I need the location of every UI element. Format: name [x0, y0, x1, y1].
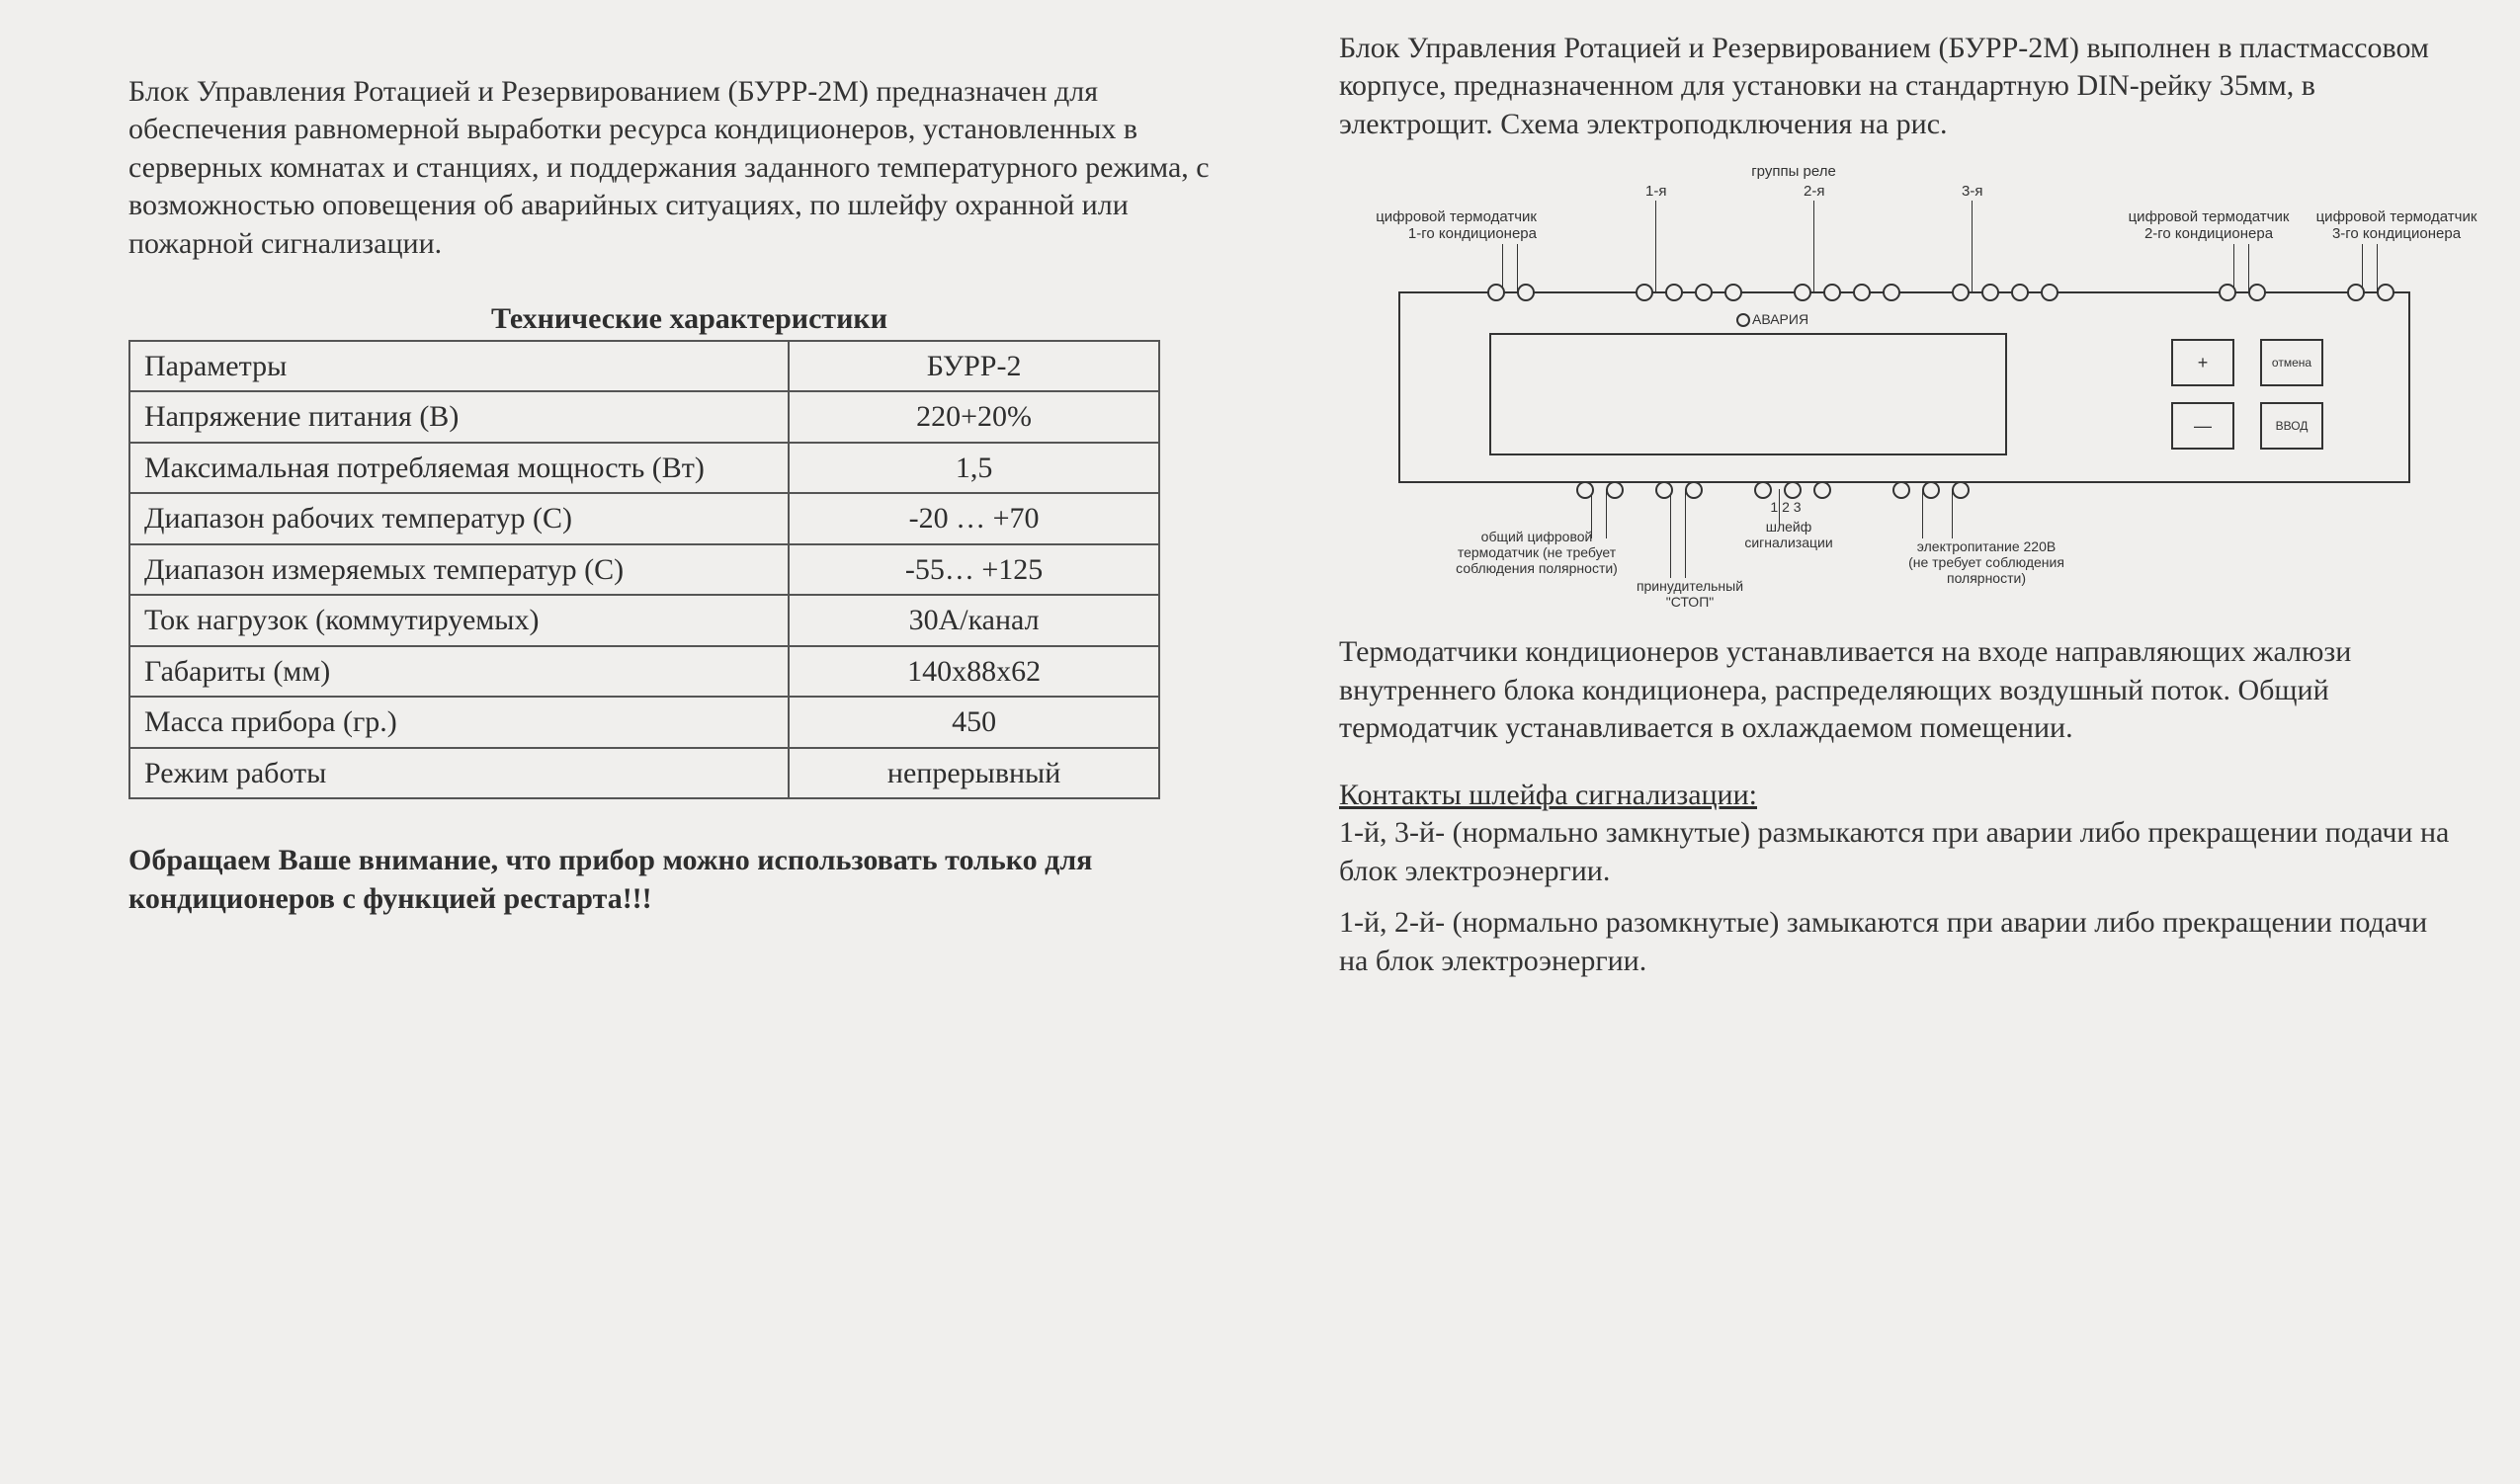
contacts-title: Контакты шлейфа сигнализации:	[1339, 779, 2461, 812]
table-row: Габариты (мм)140х88х62	[129, 646, 1159, 698]
label-force-stop: принудительный"СТОП"	[1616, 578, 1764, 610]
table-row: Максимальная потребляемая мощность (Вт)1…	[129, 443, 1159, 494]
terminal-icon	[1952, 481, 1970, 499]
device-screen	[1489, 333, 2007, 455]
spec-header-model: БУРР-2	[789, 341, 1159, 392]
spec-table: Параметры БУРР-2 Напряжение питания (В)2…	[128, 340, 1160, 800]
terminal-icon	[1754, 481, 1772, 499]
intro-paragraph-left: Блок Управления Ротацией и Резервировани…	[128, 73, 1250, 263]
terminal-icon	[1922, 481, 1940, 499]
spec-header-param: Параметры	[129, 341, 789, 392]
table-row: Режим работынепрерывный	[129, 748, 1159, 799]
terminal-icon	[1685, 481, 1703, 499]
table-row: Диапазон рабочих температур (С)-20 … +70	[129, 493, 1159, 544]
thermo-paragraph: Термодатчики кондиционеров устанавливает…	[1339, 633, 2461, 747]
table-row: Ток нагрузок (коммутируемых)30А/канал	[129, 595, 1159, 646]
label-sensor2: цифровой термодатчик2-го кондиционера	[2120, 208, 2298, 243]
contacts-line1: 1-й, 3-й- (нормально замкнутые) размыкаю…	[1339, 814, 2461, 890]
button-minus[interactable]: —	[2171, 402, 2234, 450]
table-row: Параметры БУРР-2	[129, 341, 1159, 392]
spec-table-title: Технические характеристики	[128, 302, 1250, 336]
left-column: Блок Управления Ротацией и Резервировани…	[128, 30, 1250, 1454]
label-power: электропитание 220В(не требует соблюдени…	[1873, 538, 2100, 586]
alarm-led-icon	[1736, 313, 1750, 327]
terminal-icon	[1892, 481, 1910, 499]
label-g2: 2-я	[1804, 183, 1824, 200]
label-sensor1: цифровой термодатчик1-го кондиционера	[1359, 208, 1537, 243]
warning-paragraph: Обращаем Ваше внимание, что прибор можно…	[128, 841, 1250, 918]
table-row: Диапазон измеряемых температур (С)-55… +…	[129, 544, 1159, 596]
button-enter[interactable]: ВВОД	[2260, 402, 2323, 450]
table-row: Напряжение питания (В)220+20%	[129, 391, 1159, 443]
label-loop-nums: 1 2 3	[1746, 499, 1825, 515]
alarm-label: АВАРИЯ	[1752, 311, 1808, 327]
intro-paragraph-right: Блок Управления Ротацией и Резервировани…	[1339, 30, 2461, 143]
device-outline: АВАРИЯ + отмена — ВВОД	[1398, 291, 2410, 483]
document-page: Блок Управления Ротацией и Резервировани…	[0, 0, 2520, 1484]
label-common-sensor: общий цифровойтермодатчик (не требуетсоб…	[1428, 529, 1645, 576]
contacts-line2: 1-й, 2-й- (нормально разомкнутые) замыка…	[1339, 904, 2461, 980]
label-relay-groups: группы реле	[1715, 163, 1873, 180]
wiring-diagram: цифровой термодатчик1-го кондиционера гр…	[1339, 163, 2461, 618]
button-cancel[interactable]: отмена	[2260, 339, 2323, 386]
label-sensor3: цифровой термодатчик3-го кондиционера	[2308, 208, 2485, 243]
table-row: Масса прибора (гр.)450	[129, 697, 1159, 748]
terminal-icon	[1813, 481, 1831, 499]
button-plus[interactable]: +	[2171, 339, 2234, 386]
right-column: Блок Управления Ротацией и Резервировани…	[1339, 30, 2461, 1454]
label-g3: 3-я	[1962, 183, 1982, 200]
terminal-icon	[1784, 481, 1802, 499]
label-g1: 1-я	[1645, 183, 1666, 200]
label-loop: шлейфсигнализации	[1734, 519, 1843, 550]
terminal-icon	[1606, 481, 1624, 499]
